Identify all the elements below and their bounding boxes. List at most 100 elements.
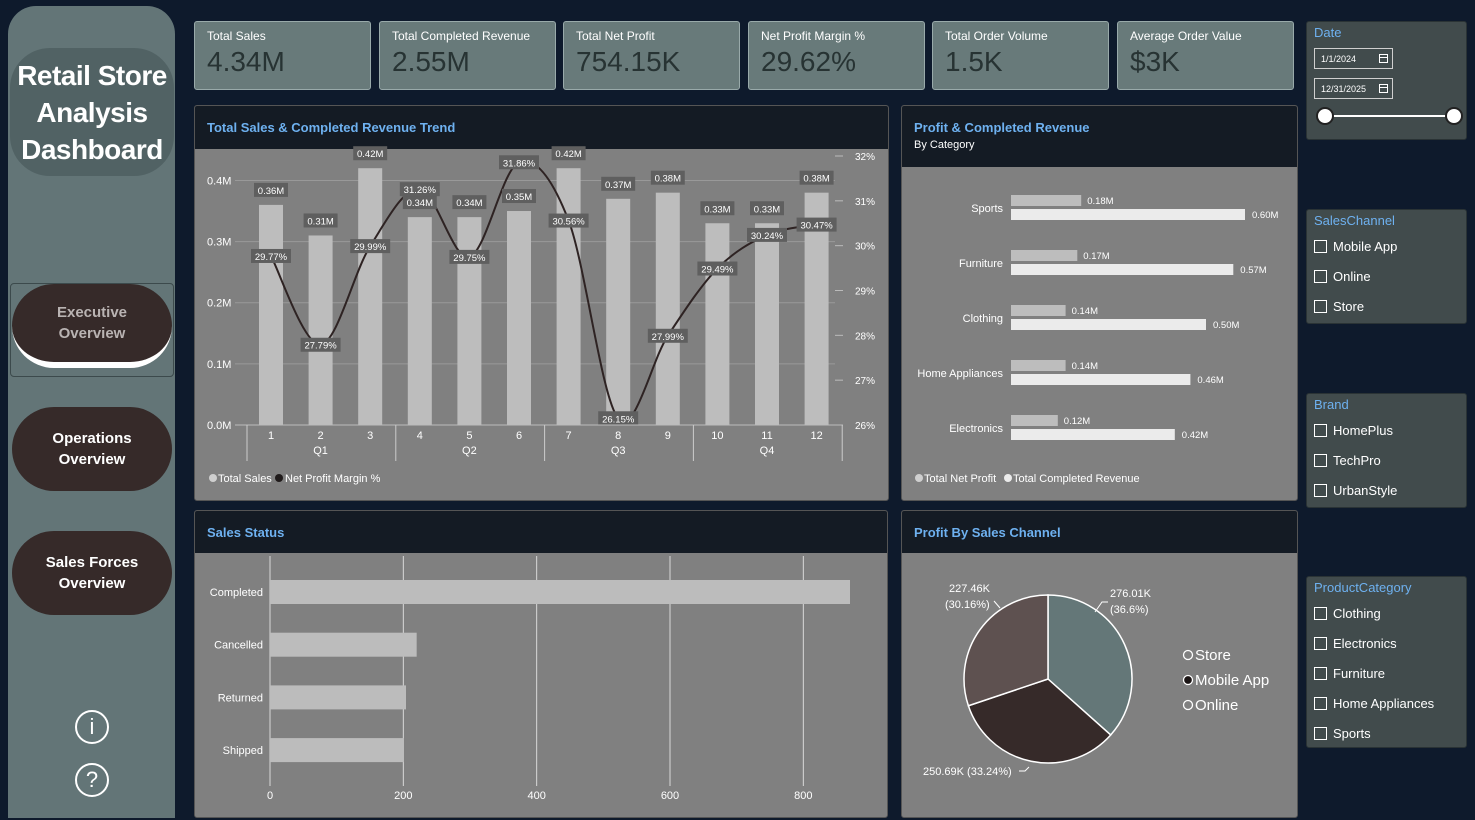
bar-label-bg: [353, 146, 388, 161]
bar-label-bg: [750, 201, 784, 216]
legend-marker: [1182, 674, 1194, 686]
slicer-option-mobile-app[interactable]: Mobile App: [1314, 239, 1397, 254]
slicer-title: Brand: [1314, 397, 1349, 412]
net-profit-bar: [1011, 195, 1082, 206]
kpi-value: 754.15K: [576, 46, 681, 77]
checkbox[interactable]: [1314, 637, 1327, 650]
date-range-end-handle[interactable]: [1445, 107, 1463, 125]
y-tick-label: 0.4M: [207, 175, 231, 187]
bar-label-bg: [601, 176, 636, 191]
panel-header: Sales Status: [195, 511, 887, 553]
sales-bar: [308, 235, 333, 425]
x-tick-label: 8: [615, 430, 621, 442]
status-label: Returned: [218, 692, 263, 704]
date-range-start-handle[interactable]: [1316, 107, 1334, 125]
slicer-option-clothing[interactable]: Clothing: [1314, 606, 1381, 621]
x-tick-label: 4: [417, 430, 423, 442]
slicer-option-electronics[interactable]: Electronics: [1314, 636, 1397, 651]
date-from-input[interactable]: 1/1/2024: [1314, 48, 1393, 69]
y-tick-label: 0.3M: [207, 237, 231, 249]
margin-data-label: 31.86%: [503, 158, 536, 169]
margin-label-bg: [251, 248, 291, 263]
x-tick-label: 10: [711, 430, 723, 442]
slicer-option-store[interactable]: Store: [1314, 299, 1364, 314]
info-glyph: i: [89, 714, 95, 739]
slicer-option-urbanstyle[interactable]: UrbanStyle: [1314, 483, 1397, 498]
x-tick-label: 400: [527, 790, 545, 802]
completed-revenue-bar: [1011, 264, 1234, 275]
checkbox[interactable]: [1314, 667, 1327, 680]
checkbox[interactable]: [1314, 607, 1327, 620]
status-label: Cancelled: [214, 640, 263, 652]
y2-tick-label: 26%: [855, 421, 875, 432]
checkbox[interactable]: [1314, 727, 1327, 740]
kpi-title: Total Sales: [207, 29, 266, 43]
legend-mobile-app[interactable]: Mobile App: [1195, 672, 1269, 689]
slicer-option-sports[interactable]: Sports: [1314, 726, 1371, 741]
legend-net-profit-margin[interactable]: Net Profit Margin %: [285, 473, 381, 485]
y-tick-label: 0.2M: [207, 298, 231, 310]
net-profit-label: 0.17M: [1083, 251, 1109, 262]
legend-total-sales[interactable]: Total Sales: [218, 473, 272, 485]
slicer-option-techpro[interactable]: TechPro: [1314, 453, 1381, 468]
legend-online[interactable]: Online: [1195, 697, 1238, 714]
kpi-completed-revenue: Total Completed Revenue 2.55M: [379, 21, 556, 90]
checkbox[interactable]: [1314, 454, 1327, 467]
category-label: Furniture: [959, 258, 1003, 270]
legend-dot-completed-revenue: [1004, 474, 1012, 482]
x-tick-label: 3: [367, 430, 373, 442]
completed-revenue-label: 0.42M: [1182, 430, 1208, 441]
bar-label-bg: [700, 201, 735, 216]
operations-overview-button[interactable]: Operations Overview: [12, 407, 172, 491]
bar-data-label: 0.33M: [704, 204, 730, 215]
pie-slice: [963, 594, 1049, 707]
legend-marker: [1182, 699, 1194, 711]
checkbox[interactable]: [1314, 300, 1327, 313]
panel-header: Profit By Sales Channel: [902, 511, 1297, 553]
checkbox[interactable]: [1314, 484, 1327, 497]
y2-tick-label: 27%: [855, 376, 875, 387]
margin-data-label: 29.49%: [701, 265, 734, 276]
bar-label-bg: [650, 170, 685, 185]
checkbox[interactable]: [1314, 697, 1327, 710]
help-icon[interactable]: ?: [75, 763, 109, 797]
y2-tick-label: 28%: [855, 331, 875, 342]
legend-completed-revenue[interactable]: Total Completed Revenue: [1013, 473, 1140, 485]
checkbox[interactable]: [1314, 270, 1327, 283]
checkbox[interactable]: [1314, 240, 1327, 253]
date-to-value: 12/31/2025: [1321, 84, 1367, 94]
leader-line: [993, 600, 1001, 609]
slicer-option-furniture[interactable]: Furniture: [1314, 666, 1385, 681]
slicer-option-home-appliances[interactable]: Home Appliances: [1314, 696, 1434, 711]
category-label: Sports: [971, 203, 1003, 215]
info-icon[interactable]: i: [75, 710, 109, 744]
bar-data-label: 0.34M: [456, 198, 482, 209]
net-profit-label: 0.12M: [1064, 416, 1090, 427]
sales-forces-overview-button[interactable]: Sales Forces Overview: [12, 531, 172, 615]
sales-status-panel: Sales Status 0 200 400 600 800 Completed Cance…: [194, 510, 888, 818]
sales-trend-chart: 0.36M 0.31M 0.42M 0.34M 0.34M 0.35M 0.42M 0.37M…: [207, 146, 875, 485]
margin-label-bg: [399, 182, 440, 197]
kpi-value: $3K: [1130, 46, 1180, 77]
x-tick-label: 0: [267, 790, 273, 802]
status-bar: [270, 738, 404, 763]
checkbox[interactable]: [1314, 424, 1327, 437]
completed-revenue-label: 0.57M: [1240, 265, 1266, 276]
bar-label-bg: [254, 182, 288, 197]
sales-bar: [655, 192, 680, 425]
executive-overview-button[interactable]: Executive Overview: [12, 284, 172, 368]
slicer-option-online[interactable]: Online: [1314, 269, 1371, 284]
sales-trend-panel: Total Sales & Completed Revenue Trend 0.…: [194, 105, 889, 501]
margin-label-bg: [796, 217, 837, 232]
legend-net-profit[interactable]: Total Net Profit: [924, 473, 996, 485]
y-tick-label: 0.0M: [207, 420, 231, 432]
x-tick-label: 1: [268, 430, 274, 442]
completed-revenue-bar: [1011, 374, 1191, 385]
legend-store[interactable]: Store: [1195, 647, 1231, 664]
slice-pct-label: (36.6%): [1110, 604, 1149, 616]
sales-bar: [705, 223, 730, 425]
calendar-icon: [1379, 54, 1388, 63]
slicer-title: ProductCategory: [1314, 580, 1412, 595]
date-to-input[interactable]: 12/31/2025: [1314, 78, 1393, 99]
slicer-option-homeplus[interactable]: HomePlus: [1314, 423, 1393, 438]
